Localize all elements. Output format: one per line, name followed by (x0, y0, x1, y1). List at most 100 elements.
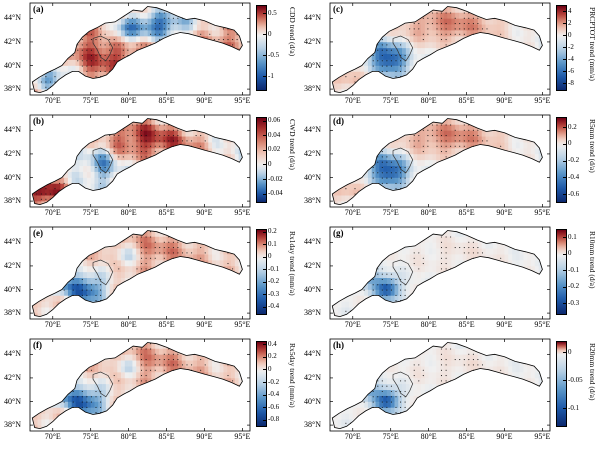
significance-dot (150, 33, 152, 35)
grid-cell (402, 36, 407, 43)
significance-dot (40, 198, 42, 200)
grid-cell (71, 283, 76, 290)
grid-cell (90, 271, 95, 279)
grid-cell (52, 71, 57, 78)
grid-cell (231, 30, 236, 37)
grid-cell (413, 24, 418, 31)
grid-cell (98, 59, 103, 66)
grid-cell (94, 183, 99, 190)
grid-cell (508, 36, 513, 43)
grid-cell (143, 18, 148, 25)
grid-cell (86, 36, 91, 43)
grid-cell (193, 18, 198, 25)
grid-cell (79, 153, 84, 161)
grid-cell (219, 136, 224, 143)
significance-dot (131, 17, 133, 19)
significance-dot (445, 44, 447, 46)
significance-dot (136, 135, 138, 137)
grid-cell (440, 30, 445, 37)
colorbar-tick-label: -0.2 (568, 156, 580, 165)
grid-cell (121, 265, 126, 273)
grid-cell (402, 153, 407, 161)
grid-cell (132, 36, 137, 43)
grid-cell (105, 47, 110, 55)
grid-cell (447, 30, 452, 37)
grid-cell (531, 142, 536, 149)
grid-cell (447, 12, 452, 19)
grid-cell (121, 24, 126, 31)
grid-cell (117, 142, 122, 149)
grid-cell (405, 41, 410, 49)
grid-cell (136, 18, 141, 25)
grid-cell (417, 24, 422, 31)
significance-dot (154, 23, 156, 25)
grid-cell (383, 159, 388, 167)
grid-cell (512, 24, 517, 31)
grid-cell (94, 254, 99, 261)
grid-cell (71, 53, 76, 60)
grid-cell (196, 136, 201, 143)
grid-cell (94, 271, 99, 279)
grid-cell (113, 24, 118, 31)
grid-cell (79, 265, 84, 273)
grid-cell (121, 136, 126, 143)
grid-cell (519, 136, 524, 143)
grid-cell (121, 53, 126, 60)
grid-cell (489, 130, 494, 137)
grid-cell (443, 130, 448, 137)
grid-cell (421, 24, 426, 31)
significance-dot (427, 23, 429, 25)
grid-cell (136, 153, 141, 161)
grid-cell (151, 130, 156, 137)
significance-dot (45, 188, 47, 190)
significance-dot (113, 145, 115, 147)
grid-cell (455, 130, 460, 137)
grid-cell (424, 30, 429, 37)
grid-cell (409, 148, 414, 155)
grid-cell (390, 41, 395, 49)
grid-cell (98, 289, 103, 296)
grid-cell (177, 18, 183, 25)
grid-cell (90, 47, 95, 55)
grid-cell (341, 77, 346, 84)
grid-cell (200, 136, 205, 143)
significance-dot (59, 182, 61, 184)
grid-cell (37, 307, 42, 314)
significance-dot (54, 188, 56, 190)
grid-cell (128, 136, 133, 143)
grid-cell (33, 307, 38, 314)
grid-cell (33, 301, 38, 308)
grid-cell (147, 142, 152, 149)
grid-cell (121, 242, 126, 249)
grid-cell (48, 77, 54, 84)
grid-cell (345, 77, 350, 84)
grid-cell (48, 83, 54, 90)
grid-cell (234, 153, 239, 161)
grid-cell (375, 53, 380, 60)
grid-cell (90, 65, 95, 72)
grid-cell (140, 12, 145, 19)
grid-cell (56, 289, 61, 296)
significance-dot (154, 33, 156, 35)
grid-cell (143, 230, 148, 237)
grid-cell (451, 36, 456, 43)
grid-cell (140, 236, 145, 243)
colorbar-tick (563, 71, 566, 72)
significance-dot (109, 140, 111, 142)
significance-dot (159, 140, 161, 142)
grid-cell (48, 295, 54, 302)
grid-cell (102, 59, 107, 66)
grid-cell (436, 30, 441, 37)
grid-cell (477, 130, 483, 137)
significance-dot (400, 177, 402, 179)
grid-cell (451, 12, 456, 19)
colorbar-title: CDD trend (d/a) (288, 7, 297, 57)
grid-cell (227, 148, 232, 155)
grid-cell (113, 153, 118, 161)
grid-cell (352, 183, 357, 190)
grid-cell (436, 36, 441, 43)
grid-cell (128, 153, 133, 161)
grid-cell (394, 171, 399, 178)
grid-cell (337, 201, 342, 205)
grid-cell (86, 271, 91, 279)
